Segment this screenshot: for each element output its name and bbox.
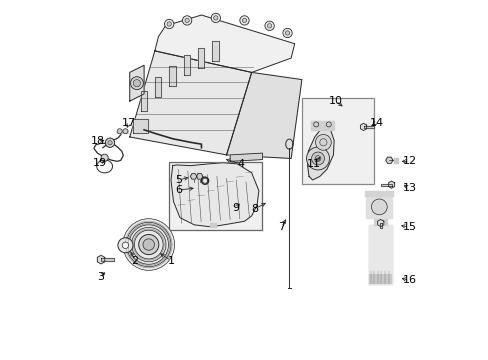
Circle shape — [315, 134, 330, 150]
Bar — [169, 162, 262, 230]
Text: 2: 2 — [131, 256, 139, 266]
Text: 19: 19 — [93, 158, 107, 168]
Text: 6: 6 — [175, 185, 182, 195]
Circle shape — [311, 152, 324, 165]
Text: 15: 15 — [402, 222, 416, 232]
Polygon shape — [97, 255, 104, 264]
Polygon shape — [230, 153, 262, 161]
Circle shape — [134, 230, 163, 259]
Polygon shape — [171, 163, 258, 226]
Polygon shape — [129, 51, 251, 155]
Polygon shape — [210, 223, 215, 227]
Circle shape — [139, 234, 159, 255]
Circle shape — [108, 140, 112, 145]
Circle shape — [118, 238, 133, 253]
Circle shape — [314, 156, 320, 161]
Polygon shape — [183, 55, 190, 75]
Circle shape — [213, 16, 218, 20]
Text: 10: 10 — [328, 96, 342, 106]
Polygon shape — [117, 130, 128, 133]
Text: 13: 13 — [402, 183, 416, 193]
Text: 16: 16 — [402, 275, 416, 285]
Text: 4: 4 — [237, 159, 244, 169]
Circle shape — [371, 199, 386, 215]
Polygon shape — [377, 220, 383, 226]
Polygon shape — [366, 196, 391, 218]
Circle shape — [267, 24, 271, 28]
Circle shape — [117, 129, 122, 134]
Text: 8: 8 — [251, 204, 258, 214]
Polygon shape — [379, 223, 381, 228]
Circle shape — [184, 18, 189, 23]
Circle shape — [182, 16, 191, 25]
Polygon shape — [140, 91, 147, 111]
Circle shape — [167, 22, 171, 26]
Circle shape — [306, 147, 329, 170]
Circle shape — [211, 13, 220, 23]
Text: 3: 3 — [97, 272, 103, 282]
Polygon shape — [155, 77, 161, 96]
Circle shape — [285, 31, 289, 35]
Circle shape — [122, 242, 128, 248]
Polygon shape — [196, 174, 203, 179]
Polygon shape — [212, 41, 218, 61]
Polygon shape — [381, 184, 391, 186]
Circle shape — [282, 28, 292, 38]
Polygon shape — [360, 123, 366, 131]
Polygon shape — [364, 191, 392, 196]
Text: 9: 9 — [231, 203, 239, 213]
Polygon shape — [155, 15, 294, 72]
Polygon shape — [385, 157, 392, 163]
Circle shape — [101, 154, 108, 161]
Circle shape — [129, 225, 168, 264]
Polygon shape — [363, 126, 373, 128]
Polygon shape — [310, 121, 333, 130]
Polygon shape — [368, 225, 391, 284]
Circle shape — [142, 239, 154, 250]
Circle shape — [164, 19, 174, 29]
Polygon shape — [169, 66, 175, 86]
Polygon shape — [307, 126, 333, 180]
Polygon shape — [226, 72, 301, 158]
Circle shape — [242, 18, 246, 23]
Bar — [301, 98, 373, 184]
Text: 1: 1 — [167, 256, 174, 266]
Circle shape — [239, 16, 249, 25]
Text: 14: 14 — [368, 118, 383, 128]
Polygon shape — [129, 65, 144, 101]
Polygon shape — [373, 219, 386, 225]
Polygon shape — [393, 158, 397, 163]
Circle shape — [122, 219, 174, 270]
Text: 11: 11 — [305, 159, 320, 169]
Polygon shape — [198, 48, 204, 68]
Text: 12: 12 — [402, 156, 416, 166]
Circle shape — [133, 80, 140, 87]
Polygon shape — [387, 181, 394, 188]
Text: 17: 17 — [122, 118, 136, 128]
Circle shape — [122, 129, 128, 134]
Circle shape — [130, 77, 143, 90]
Circle shape — [131, 227, 165, 262]
Polygon shape — [101, 258, 113, 261]
Text: 7: 7 — [277, 222, 285, 232]
Circle shape — [105, 138, 115, 147]
Circle shape — [126, 222, 171, 267]
Text: 18: 18 — [90, 136, 104, 145]
Text: 5: 5 — [175, 175, 182, 185]
Polygon shape — [190, 174, 196, 179]
Circle shape — [264, 21, 274, 31]
Polygon shape — [133, 119, 147, 134]
